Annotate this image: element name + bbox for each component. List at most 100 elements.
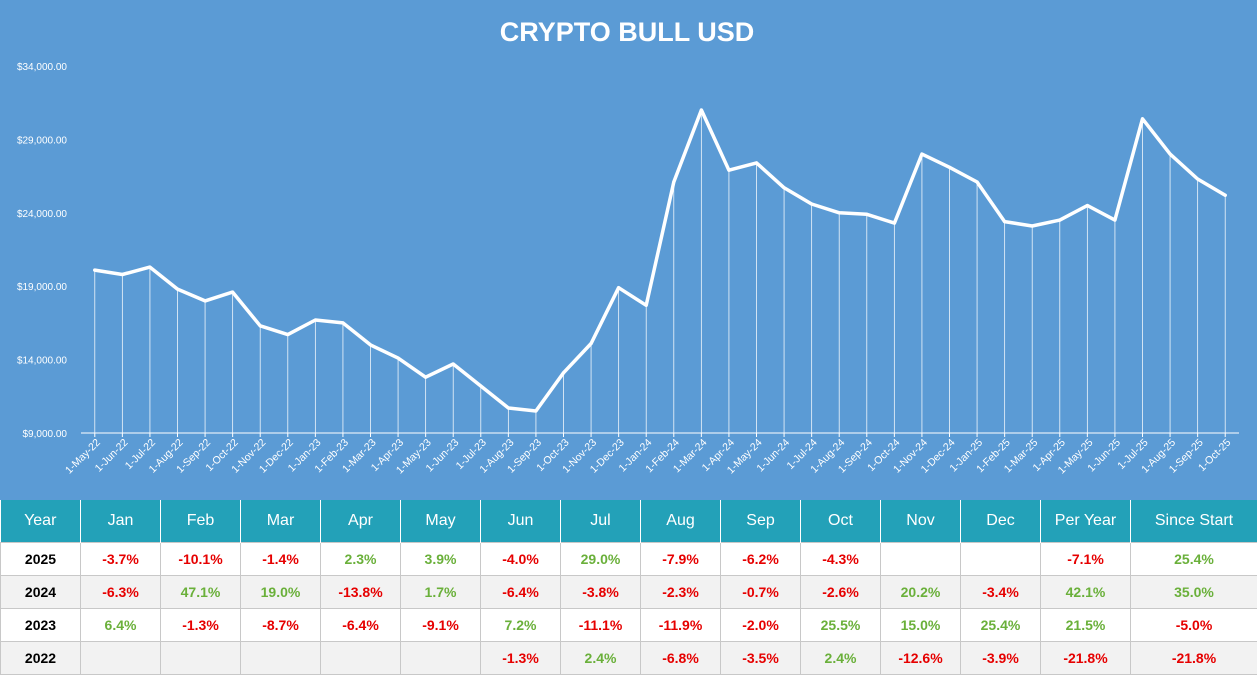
series-line	[93, 108, 1227, 413]
table-header-cell: Since Start	[1130, 500, 1257, 543]
table-header-cell: Apr	[320, 500, 401, 543]
return-cell: -8.7%	[240, 608, 321, 642]
return-cell	[400, 641, 481, 675]
table-header-cell: Year	[0, 500, 81, 543]
data-point	[1058, 218, 1062, 222]
return-cell: 2.3%	[320, 542, 401, 576]
data-point	[369, 343, 372, 347]
data-point	[176, 287, 179, 291]
data-point	[562, 371, 565, 375]
table-header-row: Year Jan Feb Mar Apr May Jun Jul Aug Sep Oct Nov Dec…	[0, 500, 1257, 543]
return-cell: -6.4%	[480, 575, 561, 609]
table-header-cell: Feb	[160, 500, 241, 543]
y-tick-label: $14,000.00	[17, 356, 67, 367]
return-cell: 47.1%	[160, 575, 241, 609]
data-point	[755, 161, 758, 165]
return-cell: 25.4%	[960, 608, 1041, 642]
return-cell: -5.0%	[1130, 608, 1257, 642]
return-cell: -2.6%	[800, 575, 881, 609]
return-cell	[320, 641, 401, 675]
data-point	[534, 409, 538, 413]
table-body: 2025 -3.7% -10.1% -1.4% 2.3% 3.9% -4.0% 29.0% -7…	[0, 542, 1257, 675]
data-point	[479, 384, 483, 388]
drop-lines	[94, 110, 1226, 433]
return-cell: 2.4%	[800, 641, 881, 675]
return-cell: -11.9%	[640, 608, 721, 642]
table-row: 2023 6.4% -1.3% -8.7% -6.4% -9.1% 7.2% -11.1% -1…	[0, 608, 1257, 642]
return-cell: -3.8%	[560, 575, 641, 609]
data-point	[313, 318, 317, 322]
data-point	[975, 180, 979, 184]
return-cell: -3.9%	[960, 641, 1041, 675]
table-header-cell: Jul	[560, 500, 641, 543]
table-header-cell: Mar	[240, 500, 321, 543]
return-cell: -4.3%	[800, 542, 881, 576]
data-point	[148, 265, 152, 269]
table-header-cell: Jan	[80, 500, 161, 543]
table-row: 2024 -6.3% 47.1% 19.0% -13.8% 1.7% -6.4% -3.8% -…	[0, 575, 1257, 609]
table-header-cell: Nov	[880, 500, 961, 543]
return-cell: 25.5%	[800, 608, 881, 642]
table-header-cell: May	[400, 500, 481, 543]
return-cell: -21.8%	[1130, 641, 1257, 675]
monthly-returns-table: Year Jan Feb Mar Apr May Jun Jul Aug Sep Oct Nov Dec…	[0, 500, 1257, 675]
return-cell: -0.7%	[720, 575, 801, 609]
year-cell: 2023	[0, 608, 81, 642]
data-point	[837, 211, 841, 215]
return-cell: 19.0%	[240, 575, 321, 609]
y-tick-label: $24,000.00	[17, 209, 67, 220]
return-cell	[80, 641, 161, 675]
return-cell: -6.4%	[320, 608, 401, 642]
x-axis: 1-May-221-Jun-221-Jul-221-Aug-221-Sep-22…	[63, 432, 1239, 476]
return-cell: -6.2%	[720, 542, 801, 576]
return-cell: -1.4%	[240, 542, 321, 576]
return-cell: 7.2%	[480, 608, 561, 642]
return-cell: -2.0%	[720, 608, 801, 642]
data-point	[727, 168, 731, 172]
return-cell: 20.2%	[880, 575, 961, 609]
chart-panel: CRYPTO BULL USD $9,000.00 $14,000.00 $19,0…	[0, 0, 1257, 500]
return-cell: -11.1%	[560, 608, 641, 642]
data-point	[1141, 117, 1144, 121]
chart-title: CRYPTO BULL USD	[500, 17, 755, 47]
table-row: 2025 -3.7% -10.1% -1.4% 2.3% 3.9% -4.0% 29.0% -7…	[0, 542, 1257, 576]
return-cell: 1.7%	[400, 575, 481, 609]
data-point	[1168, 152, 1172, 156]
data-point	[589, 341, 593, 345]
data-point	[1196, 177, 1200, 181]
y-tick-label: $19,000.00	[17, 282, 67, 293]
table-header-cell: Oct	[800, 500, 881, 543]
data-point	[396, 356, 400, 360]
return-cell: -4.0%	[480, 542, 561, 576]
table-header-cell: Per Year	[1040, 500, 1131, 543]
data-point	[203, 299, 207, 303]
data-point	[93, 268, 97, 272]
return-cell: 21.5%	[1040, 608, 1131, 642]
data-point	[286, 333, 290, 337]
table-header-cell: Aug	[640, 500, 721, 543]
y-tick-label: $9,000.00	[23, 429, 68, 440]
data-point	[699, 108, 703, 112]
data-point	[120, 272, 124, 276]
y-tick-label: $34,000.00	[17, 62, 67, 73]
return-cell: 29.0%	[560, 542, 641, 576]
data-point	[920, 152, 924, 156]
data-point	[644, 303, 648, 307]
data-point	[865, 212, 869, 216]
return-cell: -1.3%	[160, 608, 241, 642]
year-cell: 2025	[0, 542, 81, 576]
return-cell: 2.4%	[560, 641, 641, 675]
data-point	[1223, 193, 1227, 197]
data-point	[1003, 220, 1007, 224]
return-cell: -9.1%	[400, 608, 481, 642]
year-cell: 2024	[0, 575, 81, 609]
price-series	[93, 108, 1227, 413]
data-point	[1113, 218, 1117, 222]
data-point	[231, 290, 235, 294]
return-cell: 42.1%	[1040, 575, 1131, 609]
line-chart: CRYPTO BULL USD $9,000.00 $14,000.00 $19,0…	[17, 17, 1239, 476]
return-cell: -7.9%	[640, 542, 721, 576]
return-cell: 15.0%	[880, 608, 961, 642]
return-cell: 3.9%	[400, 542, 481, 576]
return-cell: -1.3%	[480, 641, 561, 675]
